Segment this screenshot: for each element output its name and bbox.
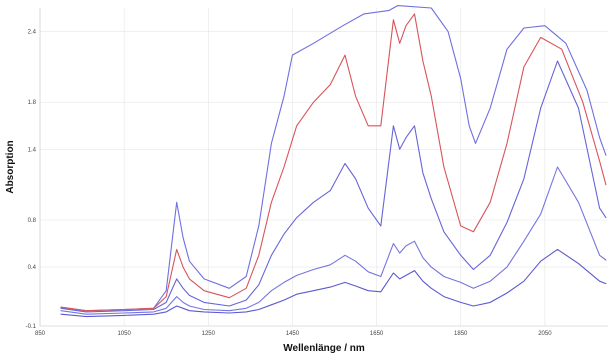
y-tick-label: 1.4	[28, 147, 37, 153]
x-tick-label: 1650	[370, 331, 384, 337]
x-tick-label: 2050	[538, 331, 552, 337]
series-line-5	[60, 248, 607, 318]
y-axis-title: Absorption	[5, 140, 16, 193]
series-line-1	[60, 5, 607, 312]
x-tick-label: 1250	[202, 331, 216, 337]
x-tick-label: 850	[35, 331, 46, 337]
series-line-2	[60, 13, 607, 312]
y-tick-label: -0.1	[26, 324, 37, 330]
y-tick-label: 1.8	[28, 100, 37, 106]
series-line-3	[60, 60, 607, 313]
y-tick-label: 2.4	[28, 30, 37, 36]
grid	[39, 8, 608, 327]
tick-labels: 850 1050 1250 1450 1650 1850 2050 -0.1 0.4 0.8 1.4…	[26, 30, 553, 337]
y-tick-label: 0.4	[28, 265, 37, 271]
series-line-4	[60, 166, 607, 315]
x-tick-label: 1850	[454, 331, 468, 337]
x-tick-label: 1450	[286, 331, 300, 337]
series-lines	[60, 5, 607, 318]
x-tick-label: 1050	[117, 331, 131, 337]
y-tick-label: 0.8	[28, 218, 37, 224]
x-axis-title: Wellenlänge / nm	[283, 343, 365, 354]
axes	[39, 8, 608, 327]
